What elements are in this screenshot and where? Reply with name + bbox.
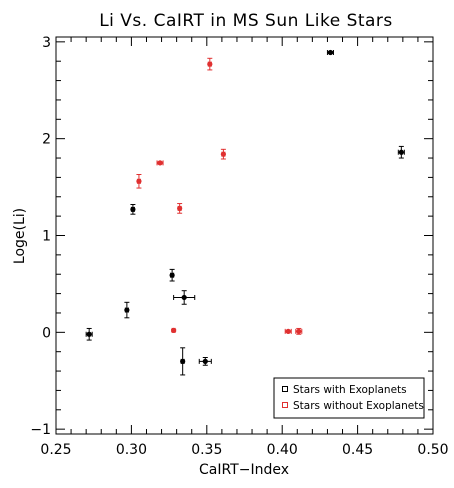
legend: Stars with Exoplanets Stars without Exop… xyxy=(273,377,425,419)
data-point-without-exoplanets xyxy=(220,151,226,157)
marker-layer xyxy=(86,49,404,364)
y-tick-label: −1 xyxy=(30,422,51,438)
data-point-with-exoplanets xyxy=(327,49,334,56)
x-axis-label: CaIRT−Index xyxy=(199,462,289,478)
data-point-with-exoplanets xyxy=(181,294,187,301)
data-point-with-exoplanets xyxy=(124,307,130,313)
x-tick-label: 0.45 xyxy=(342,442,373,458)
data-point-with-exoplanets xyxy=(169,272,175,278)
legend-box xyxy=(273,377,425,419)
y-tick-label: 3 xyxy=(42,35,51,51)
legend-label-with: Stars with Exoplanets xyxy=(293,384,407,396)
data-point-without-exoplanets xyxy=(177,205,183,211)
x-tick-label: 0.30 xyxy=(116,442,147,458)
data-point-without-exoplanets xyxy=(296,328,302,334)
y-tick-label: 2 xyxy=(42,132,51,148)
x-tick-label: 0.25 xyxy=(40,442,71,458)
data-point-without-exoplanets xyxy=(285,328,291,334)
data-point-with-exoplanets xyxy=(180,358,186,364)
data-point-without-exoplanets xyxy=(207,61,213,67)
chart-title: Li Vs. CaIRT in MS Sun Like Stars xyxy=(99,11,393,31)
ticks-layer: 0.25 0.30 0.35 0.40 0.45 0.50 −1 0 1 2 3 xyxy=(30,35,448,458)
data-point-with-exoplanets xyxy=(398,149,404,155)
plot-frame xyxy=(55,36,434,435)
errorbar-layer xyxy=(85,49,405,376)
legend-marker-without xyxy=(282,402,288,408)
x-tick-label: 0.50 xyxy=(417,442,448,458)
data-point-with-exoplanets xyxy=(86,331,92,337)
x-tick-label: 0.40 xyxy=(267,442,298,458)
legend-marker-with xyxy=(282,386,288,392)
x-tick-label: 0.35 xyxy=(191,442,222,458)
y-tick-label: 1 xyxy=(42,229,51,245)
y-tick-label: 0 xyxy=(42,325,51,341)
legend-label-without: Stars without Exoplanets xyxy=(293,400,424,412)
data-point-without-exoplanets xyxy=(157,160,163,166)
data-point-without-exoplanets xyxy=(171,327,177,333)
data-point-without-exoplanets xyxy=(136,178,142,184)
y-axis-label: Loge(Li) xyxy=(12,208,28,264)
data-point-with-exoplanets xyxy=(130,206,136,212)
data-point-with-exoplanets xyxy=(202,358,208,364)
